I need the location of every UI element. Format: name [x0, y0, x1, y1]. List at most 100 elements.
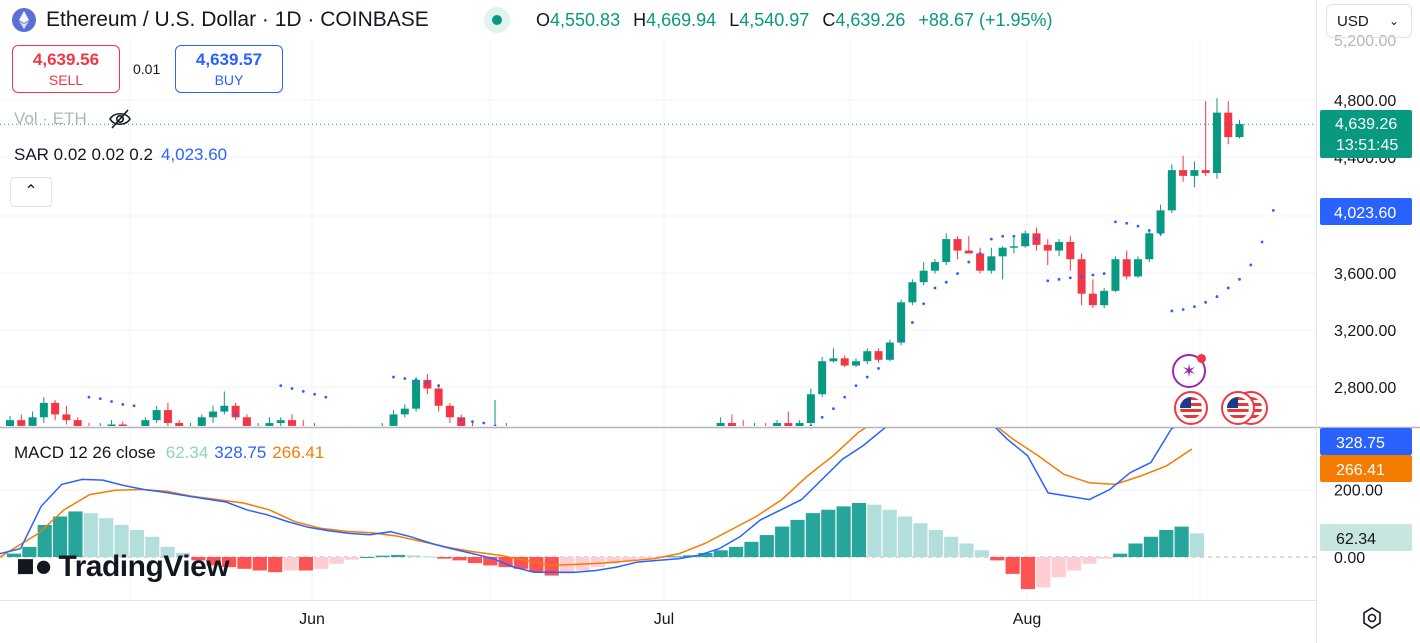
- brand-name: TradingView: [58, 550, 230, 583]
- time-tick-label: Aug: [1013, 611, 1041, 628]
- candle: [874, 351, 883, 360]
- sar-dot: [967, 260, 971, 264]
- sell-price: 4,639.56: [32, 50, 100, 69]
- price-tick-label: 3,200.00: [1334, 323, 1396, 340]
- macd-hist-bar: [421, 556, 436, 558]
- sar-dot: [539, 436, 542, 439]
- candle: [299, 425, 308, 426]
- eye-off-icon[interactable]: [108, 108, 132, 130]
- crypto-event-icon[interactable]: ✶: [1172, 354, 1206, 388]
- candle: [175, 423, 184, 426]
- sar-dot: [482, 421, 486, 425]
- macd-hist-bar: [1036, 557, 1051, 588]
- price-tick-label: 3,600.00: [1334, 266, 1396, 283]
- macd-hist-bar: [1005, 557, 1020, 574]
- macd-hist-bar: [22, 546, 37, 557]
- candle: [727, 423, 736, 426]
- tradingview-logo[interactable]: ■● TradingView: [16, 548, 230, 584]
- sar-dot: [1068, 276, 1072, 280]
- sar-label: SAR 0.02 0.02 0.2: [14, 145, 153, 164]
- candle: [400, 408, 409, 415]
- macd-hist-bar: [175, 552, 191, 557]
- candle: [672, 460, 680, 466]
- macd-hist-bar: [513, 557, 529, 569]
- candle: [1235, 124, 1244, 138]
- sar-dot: [1080, 275, 1083, 278]
- macd-hist-bar: [928, 530, 943, 557]
- currency-select[interactable]: USD ⌄: [1326, 4, 1412, 38]
- candle: [231, 405, 240, 418]
- sar-dot: [527, 433, 530, 436]
- macd-hist-bar: [1097, 557, 1112, 559]
- candle: [6, 420, 14, 426]
- candle: [806, 394, 815, 424]
- collapse-indicators-button[interactable]: ⌃: [10, 177, 52, 207]
- macd-hist-bar: [867, 504, 882, 557]
- macd-hist-bar: [944, 536, 959, 557]
- sar-legend[interactable]: SAR 0.02 0.02 0.2 4,023.60: [14, 145, 227, 165]
- us-flag-event-icon[interactable]: [1174, 391, 1208, 425]
- macd-hist-bar: [759, 535, 774, 557]
- sar-dot: [865, 375, 869, 379]
- candle: [118, 424, 127, 426]
- chart-settings-icon[interactable]: [1360, 606, 1384, 630]
- symbol-title[interactable]: Ethereum / U.S. Dollar · 1D · COINBASE: [46, 8, 429, 31]
- sar-dot: [324, 395, 328, 399]
- candle: [829, 358, 838, 362]
- macd-value-label: 328.75: [1336, 435, 1385, 452]
- sar-dot: [1204, 300, 1208, 304]
- candle: [73, 420, 82, 426]
- macd-hist-bar: [375, 555, 390, 557]
- macd-legend[interactable]: MACD 12 26 close 62.34 328.75 266.41: [14, 443, 324, 463]
- candle: [51, 402, 60, 415]
- macd-hist-bar: [222, 557, 237, 568]
- sar-tag-label: 4,023.60: [1334, 205, 1396, 222]
- buy-price: 4,639.57: [195, 50, 263, 69]
- candle: [987, 256, 996, 271]
- candle: [615, 466, 623, 472]
- sar-dot: [459, 418, 463, 422]
- candle: [716, 423, 725, 426]
- macd-hist-bar: [252, 557, 267, 571]
- candle: [423, 379, 432, 389]
- buy-button[interactable]: 4,639.57 BUY: [175, 45, 283, 93]
- candle: [220, 405, 229, 412]
- volume-legend[interactable]: Vol · ETH: [14, 109, 87, 128]
- sar-dot: [753, 439, 756, 442]
- candle: [942, 239, 951, 263]
- candle: [367, 437, 375, 438]
- candle: [1134, 259, 1142, 277]
- sar-dot: [279, 384, 283, 388]
- notification-dot: [1197, 354, 1206, 363]
- candle: [254, 425, 263, 426]
- candle: [818, 361, 827, 395]
- buy-label: BUY: [214, 72, 244, 88]
- candle: [705, 432, 713, 449]
- candle: [897, 302, 906, 343]
- candle: [930, 262, 939, 271]
- sar-dots: [87, 208, 1275, 442]
- market-open-icon[interactable]: [484, 7, 510, 33]
- macd-hist-bar: [406, 555, 421, 557]
- macd-hist-bar: [53, 516, 68, 557]
- us-flag-event-icon[interactable]: [1221, 391, 1255, 425]
- candle: [1190, 170, 1199, 176]
- candle: [694, 449, 702, 458]
- sar-dot: [471, 420, 474, 423]
- candle: [750, 427, 758, 434]
- sar-dot: [414, 378, 418, 382]
- sell-button[interactable]: 4,639.56 SELL: [12, 45, 120, 93]
- candle: [39, 402, 48, 418]
- sar-dot: [1102, 272, 1106, 275]
- candle: [276, 420, 285, 424]
- macd-tick-label: 0.00: [1334, 550, 1365, 567]
- candle: [457, 417, 466, 426]
- price-tick-label: 4,800.00: [1334, 93, 1396, 110]
- candle: [581, 460, 589, 463]
- sar-dot: [1001, 234, 1005, 238]
- sar-value: 4,023.60: [160, 145, 228, 164]
- candle: [964, 250, 973, 254]
- high-label: H: [633, 10, 647, 30]
- candle: [1201, 170, 1210, 173]
